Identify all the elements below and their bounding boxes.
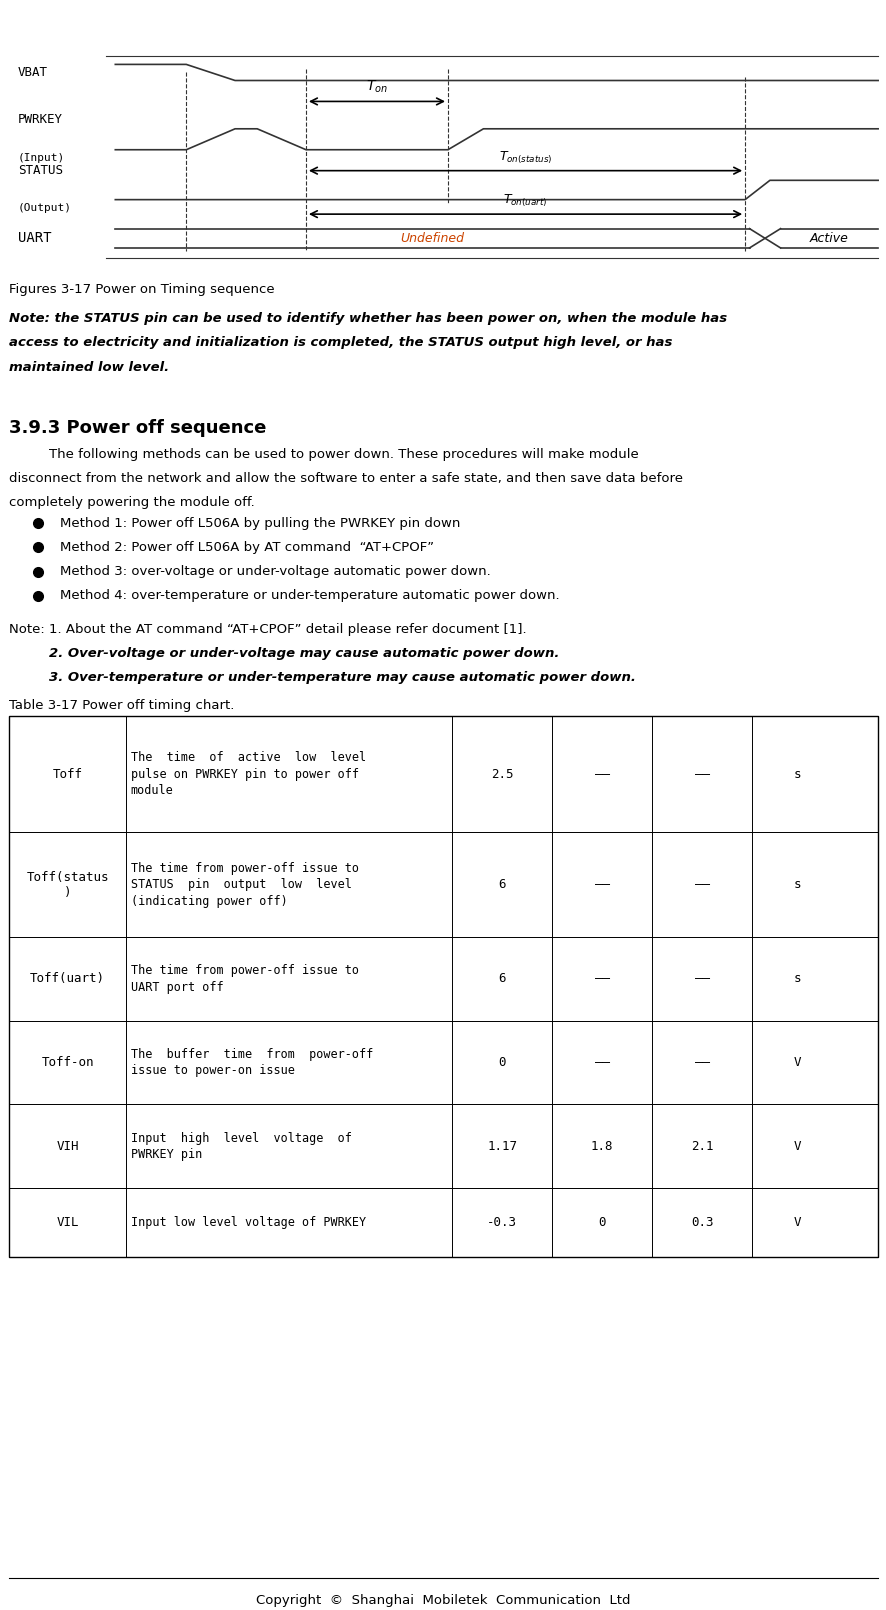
Text: access to electricity and initialization is completed, the STATUS output high le: access to electricity and initialization…	[9, 336, 672, 349]
Text: Copyright  ©  Shanghai  Mobiletek  Communication  Ltd: Copyright © Shanghai Mobiletek Communica…	[256, 1594, 630, 1607]
Text: 3.9.3 Power off sequence: 3.9.3 Power off sequence	[9, 419, 266, 436]
Text: Method 1: Power off L506A by pulling the PWRKEY pin down: Method 1: Power off L506A by pulling the…	[60, 517, 460, 530]
Text: The  buffer  time  from  power-off
issue to power-on issue: The buffer time from power-off issue to …	[130, 1048, 372, 1077]
Text: Note: 1. About the AT command “AT+CPOF” detail please refer document [1].: Note: 1. About the AT command “AT+CPOF” …	[9, 623, 526, 636]
Text: The  time  of  active  low  level
pulse on PWRKEY pin to power off
module: The time of active low level pulse on PW…	[130, 752, 365, 797]
Text: maintained low level.: maintained low level.	[9, 361, 169, 374]
Text: s: s	[793, 877, 801, 892]
Text: 6: 6	[498, 972, 505, 985]
Text: 2.1: 2.1	[690, 1140, 712, 1153]
Text: Input  high  level  voltage  of
PWRKEY pin: Input high level voltage of PWRKEY pin	[130, 1132, 351, 1161]
Text: Method 3: over-voltage or under-voltage automatic power down.: Method 3: over-voltage or under-voltage …	[60, 565, 491, 578]
Text: Toff(uart): Toff(uart)	[30, 972, 105, 985]
Text: s: s	[793, 768, 801, 781]
Text: 1.17: 1.17	[486, 1140, 517, 1153]
Text: $T_{on(status)}$: $T_{on(status)}$	[498, 150, 552, 166]
Text: PWRKEY: PWRKEY	[18, 113, 63, 126]
Text: STATUS: STATUS	[18, 164, 63, 177]
Text: UART: UART	[18, 232, 51, 245]
Text: ——: ——	[594, 768, 609, 781]
Text: VIL: VIL	[56, 1216, 79, 1230]
Text: VBAT: VBAT	[18, 66, 48, 79]
Text: 2. Over-voltage or under-voltage may cause automatic power down.: 2. Over-voltage or under-voltage may cau…	[49, 647, 558, 660]
Text: Figures 3-17 Power on Timing sequence: Figures 3-17 Power on Timing sequence	[9, 283, 274, 296]
Text: $T_{on}$: $T_{on}$	[366, 79, 387, 95]
Text: $T_{on(uart)}$: $T_{on(uart)}$	[502, 193, 548, 209]
Text: The following methods can be used to power down. These procedures will make modu: The following methods can be used to pow…	[49, 448, 638, 460]
Text: 2.5: 2.5	[490, 768, 513, 781]
Bar	[9, 716, 877, 832]
Text: ——: ——	[694, 768, 709, 781]
Bar	[9, 1104, 877, 1188]
Text: 0: 0	[498, 1056, 505, 1069]
Text: s: s	[793, 972, 801, 985]
Bar	[9, 1188, 877, 1257]
Text: 3. Over-temperature or under-temperature may cause automatic power down.: 3. Over-temperature or under-temperature…	[49, 671, 635, 684]
Text: VIH: VIH	[56, 1140, 79, 1153]
Text: ——: ——	[694, 1056, 709, 1069]
Text: ——: ——	[594, 1056, 609, 1069]
Text: Toff-on: Toff-on	[42, 1056, 94, 1069]
Text: ——: ——	[694, 877, 709, 892]
Text: Method 4: over-temperature or under-temperature automatic power down.: Method 4: over-temperature or under-temp…	[60, 589, 559, 602]
Text: Toff: Toff	[52, 768, 82, 781]
Text: ——: ——	[594, 972, 609, 985]
Text: Input low level voltage of PWRKEY: Input low level voltage of PWRKEY	[130, 1216, 365, 1230]
Text: ——: ——	[694, 972, 709, 985]
Text: ——: ——	[594, 877, 609, 892]
Text: -0.3: -0.3	[486, 1216, 517, 1230]
Text: 6: 6	[498, 877, 505, 892]
Text: (Input): (Input)	[18, 153, 65, 163]
Text: Method 2: Power off L506A by AT command  “AT+CPOF”: Method 2: Power off L506A by AT command …	[60, 541, 434, 554]
Text: Note: the STATUS pin can be used to identify whether has been power on, when the: Note: the STATUS pin can be used to iden…	[9, 312, 727, 325]
Bar	[9, 716, 877, 1257]
Bar	[9, 937, 877, 1021]
Text: Toff(status
): Toff(status )	[27, 871, 109, 898]
Bar	[9, 1021, 877, 1104]
Text: V: V	[793, 1140, 801, 1153]
Text: The time from power-off issue to
UART port off: The time from power-off issue to UART po…	[130, 964, 358, 993]
Text: Table 3-17 Power off timing chart.: Table 3-17 Power off timing chart.	[9, 699, 234, 712]
Text: Active: Active	[809, 232, 848, 245]
Text: 0: 0	[598, 1216, 605, 1230]
Text: 1.8: 1.8	[590, 1140, 613, 1153]
Text: completely powering the module off.: completely powering the module off.	[9, 496, 254, 509]
Text: The time from power-off issue to
STATUS  pin  output  low  level
(indicating pow: The time from power-off issue to STATUS …	[130, 861, 358, 908]
Text: V: V	[793, 1216, 801, 1230]
Text: Undefined: Undefined	[400, 232, 464, 245]
Text: V: V	[793, 1056, 801, 1069]
Bar	[9, 832, 877, 937]
Text: disconnect from the network and allow the software to enter a safe state, and th: disconnect from the network and allow th…	[9, 472, 682, 485]
Text: 0.3: 0.3	[690, 1216, 712, 1230]
Text: (Output): (Output)	[18, 203, 72, 213]
